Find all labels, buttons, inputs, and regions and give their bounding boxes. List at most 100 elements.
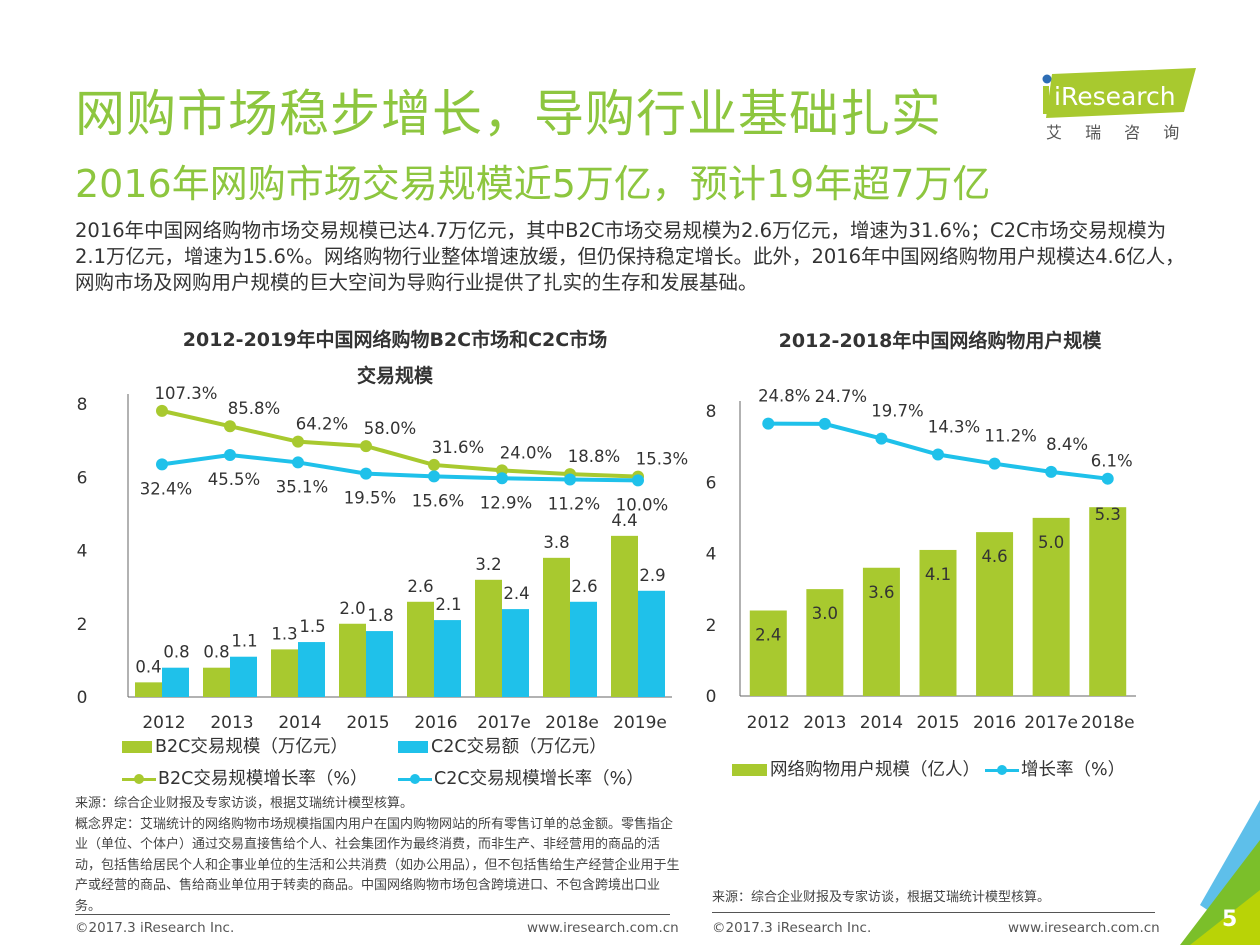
b2c-bar-label: 0.8 — [203, 643, 229, 662]
c2c-bar — [366, 631, 393, 697]
chart1-legend-c2c-bar: C2C交易额（万亿元） — [398, 733, 607, 758]
x-tick-label: 2014 — [278, 713, 321, 733]
left-copyright: ©2017.3 iResearch Inc. — [75, 920, 235, 936]
b2c-growth-label: 31.6% — [432, 438, 484, 457]
x-tick-label: 2017e — [1024, 713, 1078, 733]
c2c-bar-label: 2.6 — [571, 577, 597, 596]
b2c-growth-point — [156, 404, 168, 417]
growth-rate-point — [1101, 472, 1114, 485]
page-title: 网购市场稳步增长，导购行业基础扎实 — [75, 85, 942, 143]
user-bar — [862, 567, 900, 696]
b2c-bar — [611, 535, 638, 697]
c2c-growth-label: 35.1% — [276, 477, 328, 496]
user-bar — [976, 532, 1014, 696]
legend-line-marker-green-icon — [122, 772, 156, 786]
left-website-link[interactable]: www.iresearch.com.cn — [527, 920, 679, 936]
c2c-growth-label: 11.2% — [548, 495, 600, 514]
c2c-bar — [570, 601, 597, 697]
growth-rate-point — [818, 417, 831, 430]
b2c-growth-point — [428, 458, 440, 471]
c2c-growth-line — [161, 452, 639, 483]
growth-rate-label: 19.7% — [871, 402, 923, 421]
chart1-title: 2012-2019年中国网络购物B2C市场和C2C市场 交易规模 — [160, 322, 630, 394]
x-tick-label: 2013 — [210, 713, 253, 733]
b2c-bar-label: 2.0 — [339, 599, 365, 618]
page-number: 5 — [1222, 907, 1237, 932]
legend-label: 增长率（%） — [1021, 760, 1126, 780]
b2c-bar-label: 2.6 — [407, 577, 433, 596]
legend-label: B2C交易规模增长率（%） — [158, 769, 368, 789]
x-tick-label: 2017e — [477, 713, 531, 733]
b2c-growth-label: 18.8% — [568, 447, 620, 466]
b2c-growth-point — [224, 420, 236, 433]
user-bar-label: 3.0 — [812, 604, 838, 623]
y-tick-label: 6 — [77, 468, 88, 488]
b2c-bar — [339, 623, 366, 697]
legend-swatch-green — [122, 741, 152, 753]
b2c-growth-line — [161, 408, 639, 479]
right-website-link[interactable]: www.iresearch.com.cn — [1008, 920, 1160, 936]
legend-line-marker-blue-icon — [985, 763, 1019, 777]
b2c-bar — [543, 557, 570, 697]
user-bar-label: 5.3 — [1095, 505, 1121, 524]
y-tick-label: 6 — [706, 473, 717, 493]
logo-graphic: iResearch 艾 瑞 咨 询 — [1042, 68, 1196, 142]
x-tick-label: 2012 — [747, 713, 790, 733]
b2c-bar-label: 4.4 — [611, 511, 637, 530]
c2c-growth-label: 15.6% — [412, 491, 464, 510]
growth-rate-point — [988, 457, 1001, 470]
c2c-bar-label: 1.8 — [367, 606, 393, 625]
c2c-growth-label: 45.5% — [208, 470, 260, 489]
left-notes: 来源：综合企业财报及专家访谈，根据艾瑞统计模型核算。 概念界定：艾瑞统计的网络购… — [75, 794, 685, 917]
chart1-title-line2: 交易规模 — [356, 365, 433, 387]
x-tick-label: 2018e — [1081, 713, 1135, 733]
c2c-bar — [230, 656, 257, 697]
b2c-bar — [271, 649, 298, 697]
user-bar-label: 4.6 — [981, 547, 1007, 566]
legend-label: C2C交易规模增长率（%） — [434, 769, 644, 789]
page-subtitle: 2016年网购市场交易规模近5万亿，预计19年超7万亿 — [75, 162, 991, 206]
b2c-bar-label: 0.4 — [135, 657, 161, 676]
legend-label: C2C交易额（万亿元） — [431, 737, 607, 757]
c2c-growth-label: 32.4% — [140, 479, 192, 498]
b2c-bar — [475, 579, 502, 697]
x-tick-label: 2019e — [613, 713, 667, 733]
c2c-growth-point — [360, 467, 372, 480]
x-tick-label: 2016 — [414, 713, 457, 733]
x-tick-label: 2012 — [142, 713, 185, 733]
corner-decoration: 5 — [1180, 800, 1260, 945]
b2c-bar-label: 3.2 — [475, 555, 501, 574]
left-definition-note: 概念界定：艾瑞统计的网络购物市场规模指国内用户在国内购物网站的所有零售订单的总金… — [75, 816, 680, 914]
user-bar — [1089, 507, 1127, 696]
user-bar — [1032, 517, 1070, 696]
c2c-bar — [162, 667, 189, 697]
user-bar — [919, 549, 957, 696]
growth-rate-label: 24.7% — [815, 387, 867, 406]
c2c-bar — [434, 620, 461, 697]
y-tick-label: 8 — [706, 402, 717, 422]
c2c-bar-label: 1.1 — [231, 632, 257, 651]
c2c-bar — [298, 642, 325, 697]
growth-rate-label: 8.4% — [1046, 435, 1088, 454]
legend-swatch-blue — [398, 741, 428, 753]
b2c-growth-label: 58.0% — [364, 419, 416, 438]
left-source-note: 来源：综合企业财报及专家访谈，根据艾瑞统计模型核算。 — [75, 796, 414, 811]
legend-line-marker-blue-icon — [398, 772, 432, 786]
x-tick-label: 2016 — [973, 713, 1016, 733]
y-tick-label: 0 — [77, 688, 88, 708]
chart2-title: 2012-2018年中国网络购物用户规模 — [778, 330, 1102, 352]
c2c-growth-point — [428, 470, 440, 483]
b2c-growth-label: 85.8% — [228, 399, 280, 418]
logo-dot-icon — [1042, 74, 1052, 84]
y-tick-label: 2 — [706, 616, 717, 636]
c2c-bar-label: 2.1 — [435, 595, 461, 614]
user-bar — [749, 610, 787, 696]
right-copyright: ©2017.3 iResearch Inc. — [712, 920, 872, 936]
c2c-bar — [502, 609, 529, 697]
left-footer-divider — [75, 914, 670, 915]
b2c-bar — [135, 682, 162, 697]
growth-rate-label: 14.3% — [928, 418, 980, 437]
c2c-growth-point — [632, 474, 644, 487]
c2c-bar — [638, 590, 665, 697]
chart1-plot: 0 2 4 6 8 2012 2013 2014 2015 2016 2017e 2018e 2019e… — [77, 384, 689, 733]
